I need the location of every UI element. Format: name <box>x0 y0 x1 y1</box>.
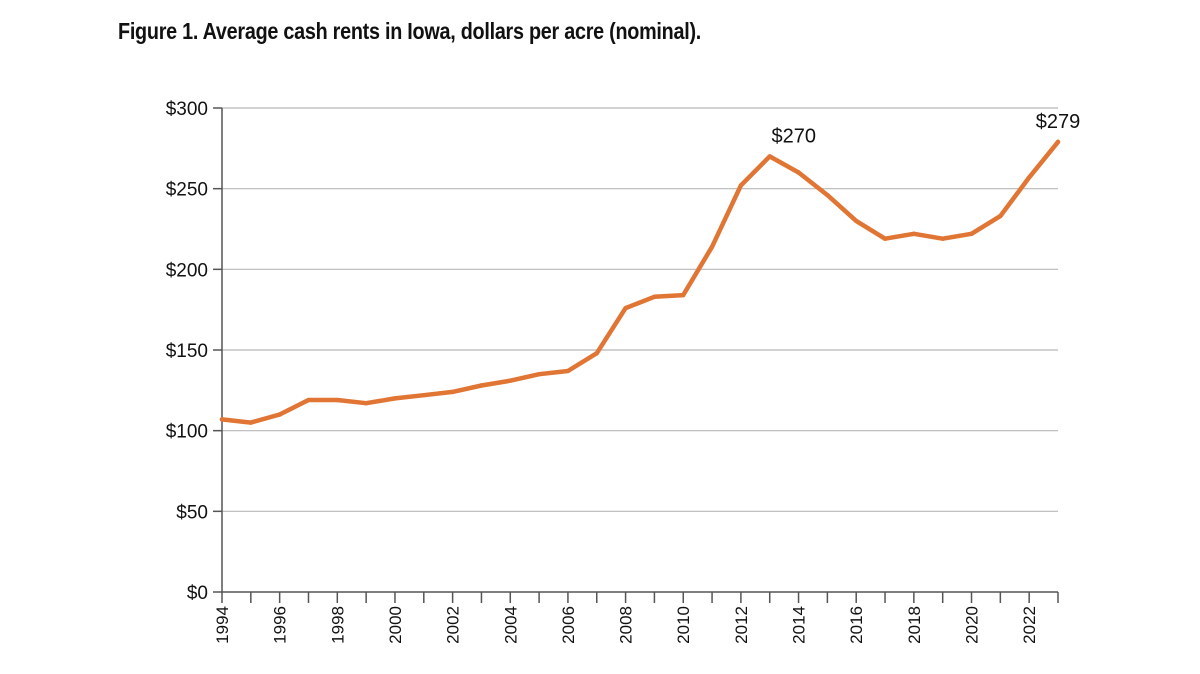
data-point <box>594 351 599 356</box>
data-label: $279 <box>1036 111 1081 133</box>
y-tick-label: $100 <box>166 422 208 443</box>
data-point <box>1055 139 1061 145</box>
data-point <box>854 218 859 224</box>
x-tick-label: 2008 <box>617 606 636 644</box>
data-point <box>969 231 974 237</box>
data-point <box>421 392 426 398</box>
x-tick-label: 2012 <box>732 606 751 644</box>
data-point <box>335 397 340 403</box>
chart-title: Figure 1. Average cash rents in Iowa, do… <box>118 18 702 44</box>
x-tick-label: 2006 <box>559 606 578 644</box>
data-point <box>450 389 455 395</box>
data-point <box>248 420 254 425</box>
data-point <box>536 372 542 377</box>
y-tick-label: $300 <box>166 99 208 120</box>
x-tick-label: 1994 <box>213 606 232 644</box>
data-point <box>392 396 398 401</box>
data-point <box>940 236 945 241</box>
x-tick-label: 2018 <box>905 606 924 644</box>
series <box>219 139 1061 425</box>
data-point <box>998 213 1003 219</box>
x-tick-label: 2020 <box>963 606 982 644</box>
y-tick-labels: $0 $50 $100 $150 $200 $250 $300 <box>166 99 208 604</box>
x-tick-label: 2014 <box>790 606 809 644</box>
x-tick-labels: 1994 1996 1998 2000 2002 2004 2006 2008 2010 2012… <box>213 606 1039 644</box>
data-point <box>911 231 917 237</box>
data-point <box>363 401 369 406</box>
data-point <box>882 236 888 241</box>
x-tick-label: 2002 <box>444 606 463 644</box>
data-point <box>306 397 311 403</box>
data-point <box>508 378 513 383</box>
x-tick-label: 2022 <box>1020 606 1039 644</box>
axes <box>213 107 1059 603</box>
y-tick-label: $50 <box>176 502 208 523</box>
gridlines <box>222 107 1058 512</box>
y-tick-label: $150 <box>166 341 208 362</box>
data-point <box>623 305 628 311</box>
x-tick-label: 1998 <box>328 606 347 644</box>
annotations: $270 $279 <box>771 111 1080 148</box>
data-point <box>1026 175 1032 180</box>
x-tick-label: 2004 <box>501 606 520 644</box>
y-tick-label: $200 <box>166 260 208 281</box>
data-point <box>709 244 715 249</box>
data-point <box>738 183 744 188</box>
data-point <box>565 368 571 374</box>
data-point <box>825 192 830 198</box>
x-tick-label: 1996 <box>271 606 290 644</box>
y-tick-label: $0 <box>187 583 208 604</box>
data-point <box>219 417 225 422</box>
data-point <box>652 294 657 299</box>
x-tick-label: 2016 <box>847 606 866 644</box>
data-point <box>479 383 484 388</box>
y-tick-label: $250 <box>166 180 208 201</box>
x-tick-label: 2000 <box>386 606 405 644</box>
x-tick-label: 2010 <box>674 606 693 644</box>
data-point <box>277 412 282 417</box>
series-line <box>219 139 1061 425</box>
data-point <box>767 154 772 159</box>
data-label: $270 <box>771 125 816 147</box>
data-point <box>796 170 801 175</box>
data-point <box>681 292 686 298</box>
